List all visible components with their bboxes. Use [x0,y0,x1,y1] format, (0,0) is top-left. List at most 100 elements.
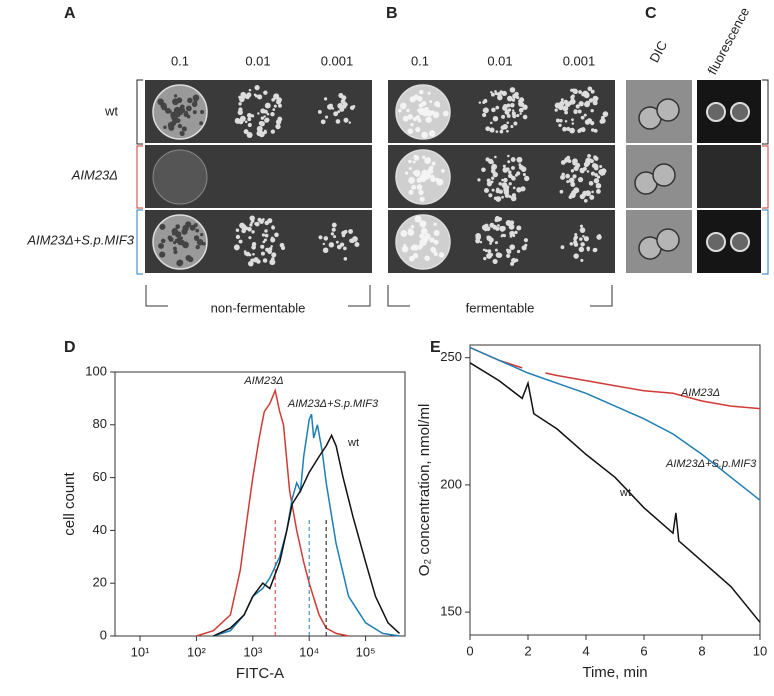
speckle [407,229,415,236]
speckle [192,110,197,115]
colony [594,156,599,161]
x-tick-label: 10³ [243,644,262,659]
series-line [469,362,761,623]
colony [573,109,578,115]
colony [600,168,607,174]
colony [323,236,329,241]
colony [571,94,575,98]
colony [337,103,344,109]
colony [485,126,491,132]
x-tick-label: 10² [187,644,206,659]
colony [516,113,520,118]
speckle [410,123,414,127]
colony [598,233,601,237]
colony [571,189,577,196]
speckle [179,236,183,240]
colony [235,228,240,232]
colony [265,247,270,252]
colony [509,87,516,93]
speckle [185,105,192,112]
cell [656,228,680,252]
strain: wt [104,103,118,118]
speckle [177,123,183,129]
colony [554,102,561,109]
x-tick-label: 10⁵ [356,644,376,659]
fluor-photo [697,145,761,208]
colony [510,226,514,230]
colony [506,113,511,118]
colony [492,115,499,122]
speckle [397,108,402,113]
speckle [407,114,413,120]
speckle [427,167,434,175]
colony [568,195,573,199]
speckle [200,109,205,115]
colony [511,257,517,264]
dilution: 0.001 [321,53,354,68]
series-line [469,346,761,501]
speckle [196,238,204,246]
x-tick-label: 10 [753,643,767,658]
speckle [438,252,445,258]
dilution: 0.01 [487,53,512,68]
colony [584,101,590,108]
speckle [425,116,432,123]
colony [570,182,576,187]
colony [482,248,486,252]
cell-fluor [730,232,750,252]
colony [269,259,276,266]
speckle [421,223,426,228]
colony [260,116,265,120]
colony [516,187,522,193]
colony [559,119,563,123]
colony [498,217,503,221]
colony [483,256,487,261]
x-tick-label: 4 [582,643,589,658]
colony [264,102,271,109]
speckle [424,235,428,239]
colony [575,104,580,109]
speckle [184,110,188,115]
speckle [410,224,415,229]
speckle [421,110,426,115]
colony [244,120,248,124]
colony [585,157,591,164]
colony [270,112,275,117]
colony [235,235,240,239]
speckle [420,173,427,180]
colony [523,238,529,243]
colony [506,121,510,125]
colony [492,258,498,265]
colony [583,113,587,117]
speckle [433,222,437,226]
speckle [433,239,439,245]
colony [498,94,502,98]
colony [323,97,328,101]
colony [502,123,508,130]
colony [506,253,511,258]
colony [512,186,516,190]
colony [501,178,504,182]
colony [595,182,602,189]
colony [478,101,482,104]
speckle [177,239,183,246]
cell [656,98,680,122]
colony [273,104,277,108]
colony [239,115,246,122]
colony [501,114,506,119]
colony [317,109,322,114]
speckle [408,255,415,262]
speckle [433,229,440,236]
colony [571,122,575,125]
speckle [412,170,417,175]
colony [511,165,515,170]
speckle [428,166,433,170]
colony [494,155,497,159]
speckle [400,230,408,237]
colony [514,91,519,97]
colony [506,103,511,108]
series-line [213,433,401,637]
speckle [408,177,415,184]
colony [341,233,346,238]
colony [491,188,495,192]
